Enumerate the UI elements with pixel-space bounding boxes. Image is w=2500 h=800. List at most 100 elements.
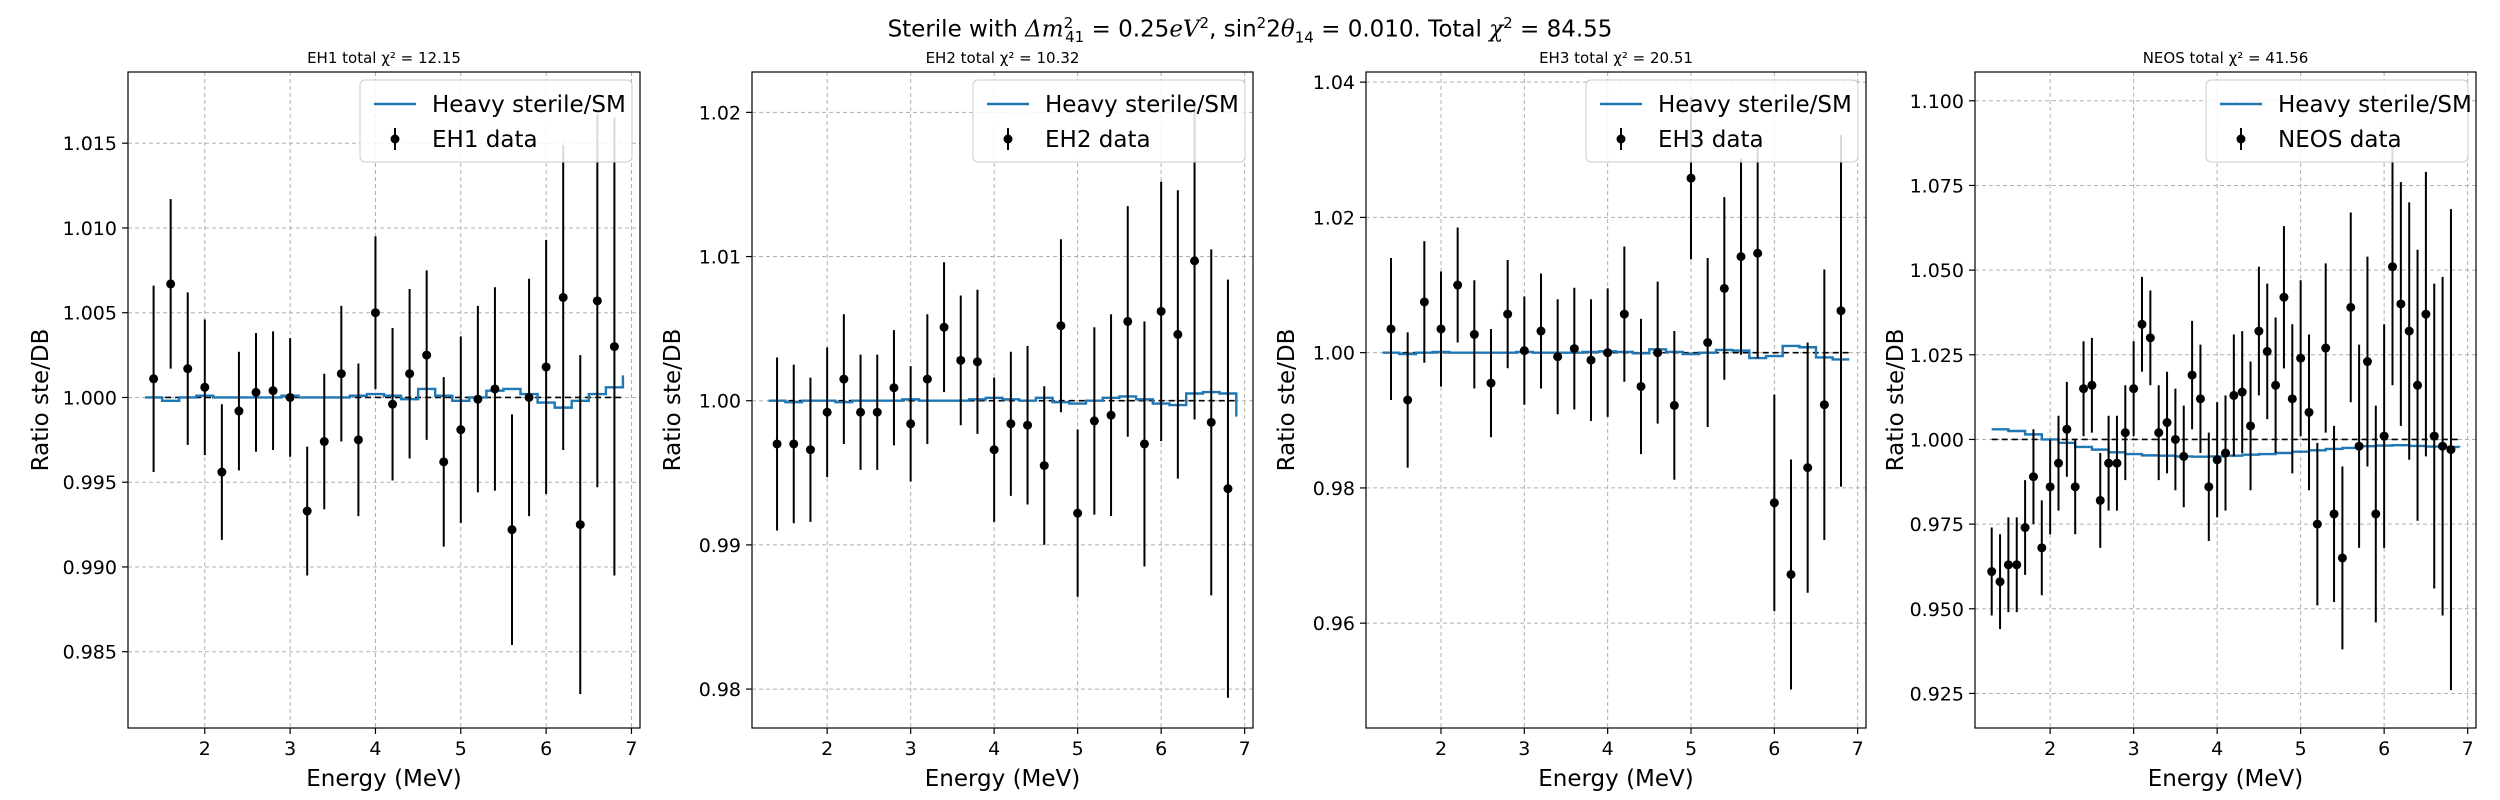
y-tick-label: 1.000 bbox=[63, 387, 117, 409]
data-point bbox=[2170, 434, 2180, 444]
x-tick-label: 4 bbox=[988, 738, 1000, 760]
data-point bbox=[1803, 463, 1813, 473]
data-point bbox=[1586, 355, 1596, 365]
data-point bbox=[2237, 387, 2247, 397]
panel-4: 2 3 4 5 6 7 0.925 0.950 0.975 1.000 1.025 1.050 1.07… bbox=[1883, 49, 2477, 792]
x-tick-label: 3 bbox=[1518, 738, 1530, 760]
legend-box bbox=[1585, 79, 1859, 163]
data-point bbox=[1503, 309, 1513, 319]
data-point bbox=[2446, 445, 2456, 455]
axes-frame bbox=[1974, 71, 2477, 729]
data-point bbox=[1653, 348, 1663, 358]
legend-model-label: Heavy sterile/SM bbox=[2278, 92, 2472, 118]
data-point bbox=[1386, 324, 1396, 334]
data-point bbox=[2346, 302, 2356, 312]
data-point bbox=[2120, 428, 2130, 438]
data-point bbox=[2221, 448, 2230, 458]
data-point bbox=[2095, 495, 2105, 505]
data-point bbox=[251, 387, 261, 397]
legend-box bbox=[972, 79, 1246, 163]
data-point bbox=[2037, 543, 2047, 553]
data-point bbox=[2246, 421, 2256, 431]
data-point bbox=[1106, 410, 1116, 420]
x-tick-label: 5 bbox=[1072, 738, 1084, 760]
data-point bbox=[388, 399, 398, 409]
y-axis-label: Ratio ste/DB bbox=[28, 329, 54, 472]
data-point bbox=[1023, 420, 1033, 430]
data-point bbox=[2379, 431, 2389, 441]
data-point bbox=[183, 364, 193, 374]
data-point bbox=[200, 382, 210, 392]
data-point bbox=[473, 394, 483, 404]
data-point bbox=[575, 520, 585, 530]
data-point bbox=[1736, 252, 1746, 262]
data-point bbox=[524, 392, 534, 402]
panel-2: 2 3 4 5 6 7 0.98 0.99 1.00 1.01 1.02 Energy (MeV) Ra… bbox=[660, 49, 1254, 792]
data-point bbox=[1769, 498, 1779, 508]
data-point bbox=[558, 292, 568, 302]
data-point bbox=[2429, 431, 2439, 441]
data-point bbox=[2062, 424, 2072, 434]
data-point bbox=[2087, 380, 2097, 390]
x-tick-label: 6 bbox=[540, 738, 552, 760]
axes-frame bbox=[127, 71, 641, 729]
data-point bbox=[1987, 567, 1997, 577]
panel-title: EH2 total χ² = 10.32 bbox=[926, 49, 1080, 67]
y-tick-label: 0.950 bbox=[1910, 599, 1964, 621]
x-tick-label: 7 bbox=[1852, 738, 1864, 760]
data-point bbox=[2079, 384, 2089, 394]
data-point bbox=[490, 384, 500, 394]
data-point bbox=[2045, 482, 2055, 492]
data-point bbox=[592, 296, 602, 306]
x-tick-label: 2 bbox=[1435, 738, 1447, 760]
data-point bbox=[2137, 319, 2147, 329]
legend-data-swatch-point bbox=[390, 134, 400, 144]
y-tick-label: 1.015 bbox=[63, 133, 117, 155]
y-tick-label: 1.075 bbox=[1910, 175, 1964, 197]
data-point bbox=[1786, 569, 1796, 579]
y-tick-label: 1.100 bbox=[1910, 91, 1964, 113]
data-point bbox=[2070, 482, 2080, 492]
x-tick-label: 7 bbox=[2462, 738, 2474, 760]
data-point bbox=[2112, 458, 2122, 468]
x-tick-label: 4 bbox=[369, 738, 381, 760]
data-point bbox=[822, 407, 832, 417]
data-point bbox=[2003, 560, 2013, 570]
y-tick-label: 1.00 bbox=[699, 391, 741, 413]
data-point bbox=[217, 467, 227, 477]
y-axis-label: Ratio ste/DB bbox=[660, 329, 686, 472]
data-point bbox=[2421, 309, 2431, 319]
data-point bbox=[2296, 353, 2306, 363]
x-tick-label: 6 bbox=[2378, 738, 2390, 760]
legend-data-label: EH3 data bbox=[1658, 127, 1764, 153]
y-tick-label: 0.98 bbox=[699, 679, 741, 701]
legend-model-label: Heavy sterile/SM bbox=[1658, 92, 1852, 118]
data-point bbox=[1686, 173, 1696, 183]
data-point bbox=[972, 357, 982, 367]
y-tick-label: 0.990 bbox=[63, 557, 117, 579]
legend-box bbox=[359, 79, 633, 163]
data-point bbox=[2179, 451, 2189, 461]
data-point bbox=[805, 445, 815, 455]
data-point bbox=[609, 342, 619, 352]
data-point bbox=[1006, 419, 1016, 429]
data-point bbox=[772, 439, 782, 449]
x-tick-label: 3 bbox=[905, 738, 917, 760]
y-tick-label: 0.925 bbox=[1910, 683, 1964, 705]
x-axis-label: Energy (MeV) bbox=[306, 766, 462, 792]
x-tick-label: 6 bbox=[1768, 738, 1780, 760]
data-point bbox=[1123, 316, 1133, 326]
data-point bbox=[939, 322, 949, 332]
panel-title: EH1 total χ² = 12.15 bbox=[307, 49, 461, 67]
panel-1: 2 3 4 5 6 7 0.985 0.990 0.995 1.000 1.005 1.010 1.01… bbox=[28, 49, 641, 792]
data-point bbox=[1073, 508, 1083, 518]
data-point bbox=[906, 419, 916, 429]
y-tick-label: 1.02 bbox=[1313, 207, 1355, 229]
y-tick-label: 1.01 bbox=[699, 247, 741, 269]
y-tick-label: 0.995 bbox=[63, 472, 117, 494]
data-point bbox=[2129, 384, 2139, 394]
data-point bbox=[2279, 292, 2289, 302]
data-point bbox=[2371, 509, 2381, 519]
data-point bbox=[2212, 455, 2222, 465]
data-point bbox=[789, 439, 799, 449]
